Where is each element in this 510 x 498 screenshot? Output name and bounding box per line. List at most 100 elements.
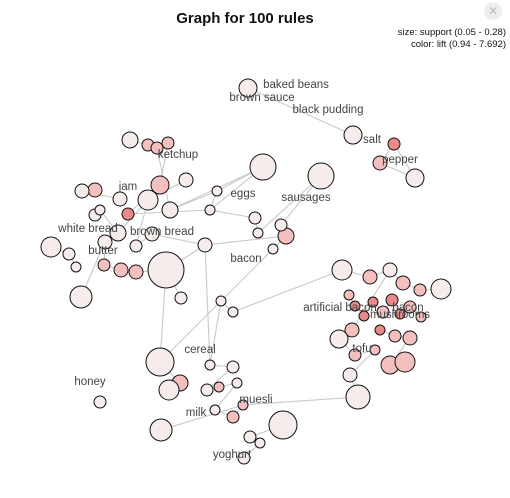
rule-node[interactable]	[349, 300, 361, 312]
rule-node[interactable]	[385, 293, 399, 307]
rule-node[interactable]	[226, 360, 240, 374]
rule-node[interactable]	[213, 381, 225, 393]
item-label-brown-bread[interactable]: brown bread	[130, 226, 194, 238]
item-label-yoghurt[interactable]: yoghurt	[213, 449, 252, 461]
rule-node[interactable]	[394, 308, 406, 320]
rule-node[interactable]	[161, 136, 175, 150]
rule-node[interactable]	[331, 259, 353, 281]
item-label-honey[interactable]: honey	[74, 376, 106, 388]
rule-node[interactable]	[178, 172, 194, 188]
rule-node[interactable]	[161, 201, 179, 219]
item-label-bacon[interactable]: bacon	[230, 253, 261, 265]
rule-node[interactable]	[150, 175, 170, 195]
rule-node[interactable]	[374, 324, 386, 336]
item-label-baked-beans[interactable]: baked beans	[263, 79, 329, 91]
rule-node[interactable]	[254, 437, 266, 449]
item-label-white-bread[interactable]: white bread	[57, 223, 117, 235]
rule-node[interactable]	[343, 289, 355, 301]
item-label-bacon2[interactable]: bacon	[392, 302, 423, 314]
rule-node[interactable]	[231, 377, 243, 389]
rule-node[interactable]	[343, 125, 363, 145]
rule-node[interactable]	[362, 269, 378, 285]
rule-node[interactable]	[307, 162, 335, 190]
rule-node[interactable]	[274, 218, 288, 232]
rule-node[interactable]	[204, 359, 216, 371]
item-label-tofu[interactable]: tofu	[352, 343, 371, 355]
item-label-muesli[interactable]: muesli	[239, 394, 272, 406]
rule-node[interactable]	[121, 131, 139, 149]
rule-node[interactable]	[209, 404, 221, 416]
rule-node[interactable]	[69, 285, 93, 309]
rule-node[interactable]	[267, 243, 279, 255]
rule-node[interactable]	[204, 204, 216, 216]
rule-node[interactable]	[87, 182, 103, 198]
item-label-brown-sauce[interactable]: brown sauce	[229, 92, 294, 104]
rule-node[interactable]	[388, 329, 402, 343]
rule-node[interactable]	[200, 383, 214, 397]
rule-node[interactable]	[376, 305, 390, 319]
rule-node[interactable]	[430, 278, 452, 300]
rule-node[interactable]	[413, 283, 427, 297]
item-label-ketchup[interactable]: ketchup	[158, 149, 198, 161]
rule-node[interactable]	[93, 395, 107, 409]
rule-node[interactable]	[342, 367, 358, 383]
rule-node[interactable]	[109, 224, 127, 242]
rule-node[interactable]	[415, 311, 427, 323]
rule-node[interactable]	[237, 451, 251, 465]
item-label-jam[interactable]: jam	[118, 181, 138, 193]
rule-node[interactable]	[113, 262, 129, 278]
rule-node[interactable]	[197, 237, 213, 253]
rule-node[interactable]	[402, 330, 418, 346]
rule-node[interactable]	[372, 155, 388, 171]
rule-node[interactable]	[137, 189, 159, 211]
rule-node[interactable]	[121, 207, 135, 221]
rule-node[interactable]	[112, 191, 128, 207]
rule-node[interactable]	[348, 348, 362, 362]
rule-node[interactable]	[227, 306, 239, 318]
rule-node[interactable]	[268, 410, 298, 440]
rule-node[interactable]	[70, 261, 82, 273]
rule-node[interactable]	[128, 264, 144, 280]
rule-node[interactable]	[369, 344, 381, 356]
rule-node[interactable]	[345, 384, 371, 410]
rule-node[interactable]	[150, 141, 164, 155]
item-label-mushrooms[interactable]: mushrooms	[370, 309, 430, 321]
item-label-black-pudding[interactable]: black pudding	[293, 104, 364, 116]
rule-node[interactable]	[144, 226, 160, 242]
rule-node[interactable]	[394, 351, 416, 373]
rule-node[interactable]	[174, 291, 188, 305]
rule-node[interactable]	[40, 236, 62, 258]
rule-node[interactable]	[226, 410, 240, 424]
rule-node[interactable]	[344, 322, 360, 338]
rule-node[interactable]	[252, 227, 264, 239]
rule-node[interactable]	[158, 379, 180, 401]
rule-node[interactable]	[211, 185, 223, 197]
item-label-cereal[interactable]: cereal	[184, 344, 215, 356]
rule-node[interactable]	[329, 329, 349, 349]
rule-node[interactable]	[62, 247, 76, 261]
item-label-salt[interactable]: salt	[363, 134, 382, 146]
rule-node[interactable]	[395, 275, 411, 291]
rule-node[interactable]	[249, 153, 277, 181]
rule-node[interactable]	[215, 295, 227, 307]
rule-node[interactable]	[97, 234, 113, 250]
item-label-butter[interactable]: butter	[88, 245, 118, 257]
rule-node[interactable]	[358, 310, 370, 322]
rule-node[interactable]	[74, 183, 90, 199]
rule-node[interactable]	[248, 211, 262, 225]
rule-node[interactable]	[147, 251, 185, 289]
rule-node[interactable]	[149, 418, 173, 442]
rule-node[interactable]	[238, 78, 258, 98]
rule-node[interactable]	[367, 296, 379, 308]
item-label-sausages[interactable]: sausages	[281, 192, 330, 204]
item-label-eggs[interactable]: eggs	[231, 188, 256, 200]
rule-node[interactable]	[145, 347, 175, 377]
rule-node[interactable]	[243, 430, 257, 444]
rule-node[interactable]	[237, 399, 249, 411]
item-label-artificial-bacon[interactable]: artificial bacon	[303, 302, 377, 314]
rule-node[interactable]	[129, 239, 143, 253]
rule-node[interactable]	[382, 262, 398, 278]
item-label-milk[interactable]: milk	[186, 407, 207, 419]
rule-node[interactable]	[405, 168, 425, 188]
rule-node[interactable]	[403, 300, 417, 314]
